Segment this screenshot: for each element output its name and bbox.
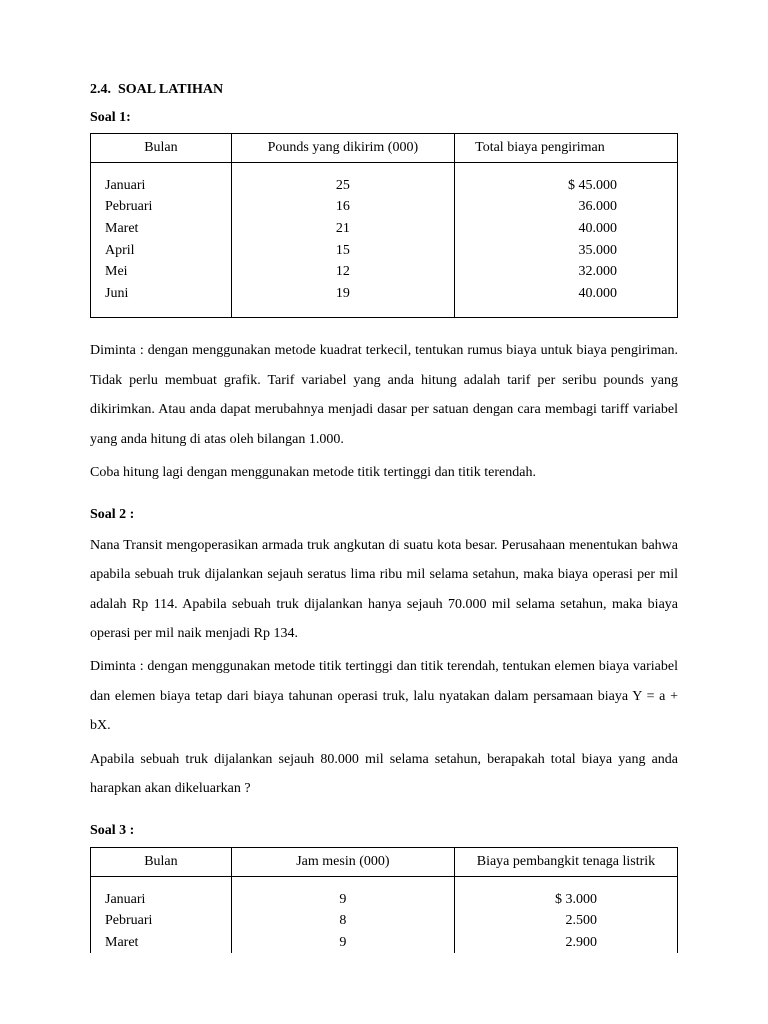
soal2-para3: Apabila sebuah truk dijalankan sejauh 80… bbox=[90, 745, 678, 804]
table-row: Pebruari82.500 bbox=[91, 910, 678, 932]
section-title-text: SOAL LATIHAN bbox=[118, 82, 223, 97]
table-row: Januari25$ 45.000 bbox=[91, 175, 678, 197]
table-row: Maret92.900 bbox=[91, 932, 678, 954]
table-row: Maret2140.000 bbox=[91, 218, 678, 240]
soal1-para1: Diminta : dengan menggunakan metode kuad… bbox=[90, 336, 678, 454]
soal1-table: Bulan Pounds yang dikirim (000) Total bi… bbox=[90, 133, 678, 318]
section-number: 2.4. bbox=[90, 82, 111, 97]
soal1-label: Soal 1: bbox=[90, 108, 678, 128]
soal1-th-bulan: Bulan bbox=[91, 134, 232, 163]
soal2-para2: Diminta : dengan menggunakan metode titi… bbox=[90, 652, 678, 740]
soal3-label: Soal 3 : bbox=[90, 821, 678, 841]
table-row: April1535.000 bbox=[91, 240, 678, 262]
soal3-th-jam: Jam mesin (000) bbox=[231, 848, 454, 877]
soal2-para1: Nana Transit mengoperasikan armada truk … bbox=[90, 531, 678, 649]
soal1-th-biaya: Total biaya pengiriman bbox=[454, 134, 677, 163]
table-row: Pebruari1636.000 bbox=[91, 196, 678, 218]
table-row: Mei1232.000 bbox=[91, 261, 678, 283]
soal1-para2: Coba hitung lagi dengan menggunakan meto… bbox=[90, 458, 678, 487]
soal3-table: Bulan Jam mesin (000) Biaya pembangkit t… bbox=[90, 847, 678, 953]
table-row: Januari9$ 3.000 bbox=[91, 889, 678, 911]
soal1-th-pounds: Pounds yang dikirim (000) bbox=[231, 134, 454, 163]
soal3-th-bulan: Bulan bbox=[91, 848, 232, 877]
section-heading: 2.4. SOAL LATIHAN bbox=[90, 80, 678, 100]
soal3-th-biaya: Biaya pembangkit tenaga listrik bbox=[454, 848, 677, 877]
soal2-label: Soal 2 : bbox=[90, 505, 678, 525]
table-row: Juni1940.000 bbox=[91, 283, 678, 318]
